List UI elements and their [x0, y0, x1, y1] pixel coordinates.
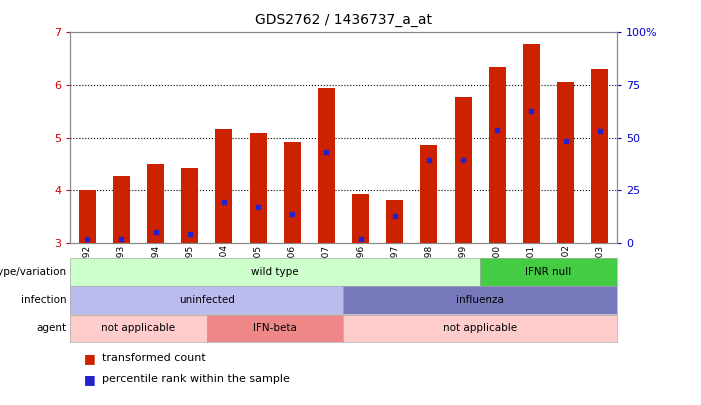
Bar — [284, 142, 301, 243]
Text: transformed count: transformed count — [102, 354, 205, 363]
Text: influenza: influenza — [456, 295, 504, 305]
Text: IFNR null: IFNR null — [526, 267, 571, 277]
Bar — [113, 176, 130, 243]
Bar — [79, 190, 96, 243]
Text: genotype/variation: genotype/variation — [0, 267, 67, 277]
Text: not applicable: not applicable — [443, 324, 517, 333]
Text: ■: ■ — [84, 352, 96, 365]
Bar — [454, 97, 472, 243]
Bar — [318, 88, 335, 243]
Text: IFN-beta: IFN-beta — [253, 324, 297, 333]
Text: not applicable: not applicable — [102, 324, 175, 333]
Bar — [181, 168, 198, 243]
Bar — [147, 164, 164, 243]
Bar — [352, 194, 369, 243]
Bar — [250, 134, 266, 243]
Text: uninfected: uninfected — [179, 295, 235, 305]
Title: GDS2762 / 1436737_a_at: GDS2762 / 1436737_a_at — [255, 13, 432, 27]
Bar — [557, 83, 574, 243]
Bar — [386, 200, 403, 243]
Bar — [421, 145, 437, 243]
Text: percentile rank within the sample: percentile rank within the sample — [102, 375, 290, 384]
Bar — [215, 129, 233, 243]
Text: infection: infection — [21, 295, 67, 305]
Text: wild type: wild type — [252, 267, 299, 277]
Bar — [523, 44, 540, 243]
Bar — [489, 67, 506, 243]
Text: ■: ■ — [84, 373, 96, 386]
Text: agent: agent — [36, 324, 67, 333]
Bar — [591, 69, 608, 243]
